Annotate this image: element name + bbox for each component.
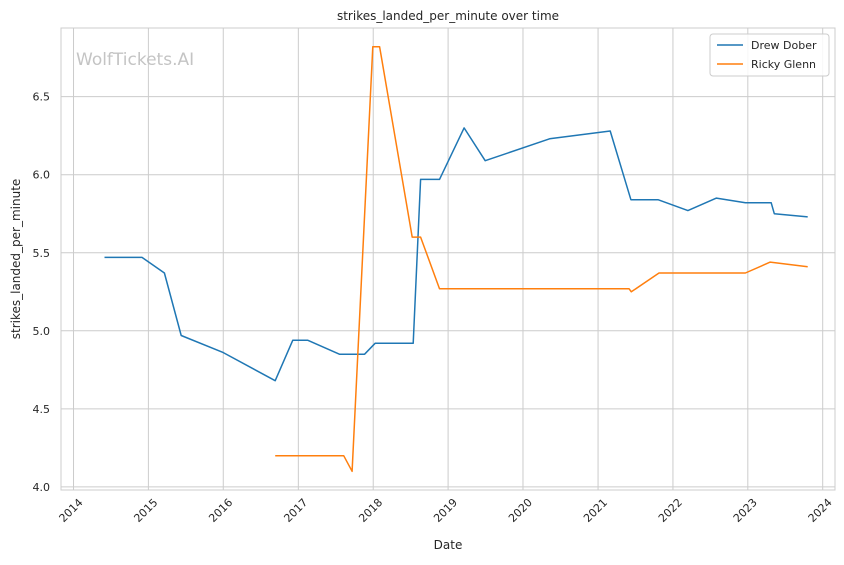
- x-axis-title: Date: [434, 538, 463, 552]
- y-tick-label: 4.5: [33, 403, 51, 416]
- y-axis-title: strikes_landed_per_minute: [9, 179, 23, 340]
- y-tick-label: 5.5: [33, 247, 51, 260]
- legend-label: Drew Dober: [751, 39, 817, 52]
- watermark: WolfTickets.AI: [76, 50, 194, 70]
- series-line-1: [275, 45, 808, 473]
- y-tick-label: 6.5: [33, 91, 51, 104]
- y-tick-label: 6.0: [33, 169, 51, 182]
- series-layer: [104, 45, 808, 473]
- y-axis-tick-labels: 4.0 4.5 5.0 5.5 6.0 6.5: [33, 91, 51, 494]
- plot-frame: [60, 27, 836, 491]
- chart-title: strikes_landed_per_minute over time: [337, 9, 559, 23]
- series-line-0: [104, 127, 808, 382]
- y-tick-label: 4.0: [33, 481, 51, 494]
- legend: Drew Dober Ricky Glenn: [709, 33, 830, 77]
- y-tick-label: 5.0: [33, 325, 51, 338]
- grid-lines: [61, 28, 835, 490]
- legend-label: Ricky Glenn: [751, 58, 816, 71]
